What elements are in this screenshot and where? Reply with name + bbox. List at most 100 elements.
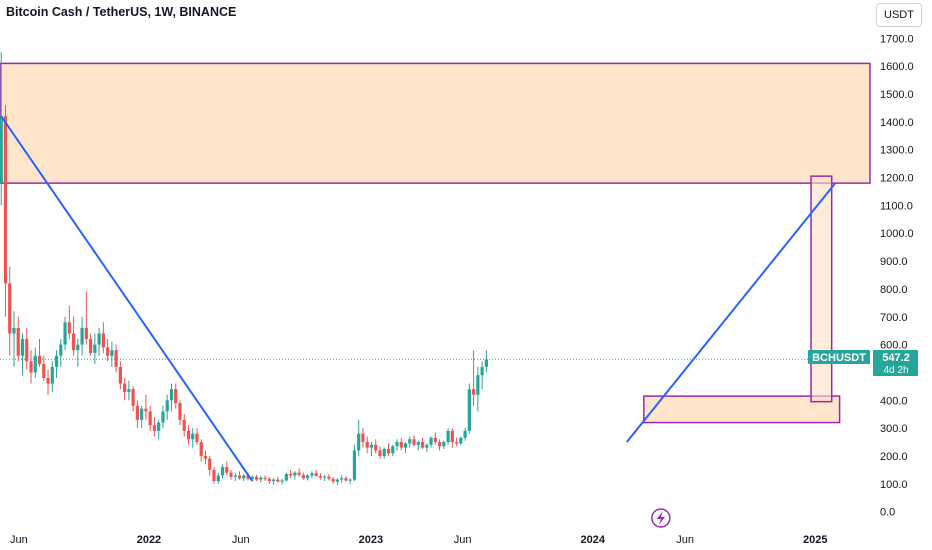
candle [323,474,327,482]
y-tick-label: 1000.0 [880,228,914,240]
candle [12,311,16,367]
candle [412,435,416,447]
candle [161,405,165,429]
candle [310,471,314,479]
x-tick-label: 2024 [581,534,606,546]
y-tick-label: 800.0 [880,284,908,296]
candle [0,52,3,206]
candle [110,341,114,367]
price-tag [873,350,918,376]
candle [301,472,305,480]
candle [165,394,169,420]
candle [357,419,361,456]
candle [169,383,174,412]
candle [80,316,84,356]
candle [429,436,433,448]
candle [59,339,63,367]
candle [63,316,67,351]
candle [42,355,46,381]
y-tick-label: 200.0 [880,451,908,463]
candle [369,442,374,456]
candle [123,378,127,401]
candle [186,425,191,445]
candle [71,316,76,356]
candle [386,443,391,456]
candle [280,478,284,485]
candle [437,439,442,451]
supply-zone-1 [643,395,841,424]
y-tick-label: 0.0 [880,507,895,519]
candle [29,350,33,384]
y-tick-label: 700.0 [880,312,908,324]
y-tick-label: 1600.0 [880,61,914,73]
candle [335,478,340,486]
candle [267,476,271,484]
zones-layer [0,62,871,424]
candles-layer [0,52,488,486]
y-tick-label: 900.0 [880,256,908,268]
candle [131,386,135,412]
candle [97,327,101,356]
y-tick-label: 100.0 [880,479,908,491]
candle [3,105,8,317]
candle [271,478,276,485]
chart-title: Bitcoin Cash / TetherUS, 1W, BINANCE [6,5,237,19]
candle [318,473,322,480]
candle [20,333,25,376]
candle [408,436,412,448]
y-tick-label: 300.0 [880,423,908,435]
candle [254,474,259,482]
projection-box [810,175,833,403]
candle [174,383,178,409]
candle [127,380,131,401]
candle [106,339,110,362]
candle [178,400,182,426]
candle [403,442,408,454]
candle [199,439,203,462]
candle [420,437,425,450]
candle [289,469,293,479]
candle [446,428,450,445]
candle [425,443,429,452]
candle [365,436,369,454]
candle [374,439,378,454]
trendline-1 [626,182,837,443]
candle [216,472,220,484]
lightning-event-icon[interactable] [651,508,671,528]
candle [118,361,122,390]
x-tick-label: Jun [232,534,250,546]
candle [93,333,97,365]
x-tick-label: Jun [454,534,472,546]
x-axis[interactable]: Jun 2022 Jun 2023 Jun 2024 Jun 2025 [10,534,828,546]
candle [382,447,386,459]
price-text: 547.2 [882,352,910,364]
candle [450,428,454,448]
candle [88,333,93,356]
candle [37,339,42,367]
candle [306,474,310,481]
supply-zone-0 [0,62,871,184]
candle [459,436,463,445]
candle [191,428,195,448]
candle [416,440,420,451]
candle [54,350,59,379]
candle [348,478,352,484]
x-tick-label: 2022 [137,534,161,546]
x-tick-label: Jun [676,534,694,546]
y-axis[interactable]: 1700.0 1600.0 1500.0 1400.0 1300.0 1200.0 1100… [880,33,914,518]
y-tick-label: 600.0 [880,340,908,352]
candle [340,475,344,483]
candle [101,322,105,353]
y-tick-label: 1200.0 [880,173,914,185]
candle [331,476,335,484]
y-tick-label: 1100.0 [880,200,913,212]
candle [225,461,229,476]
candle [237,471,242,480]
candle [314,469,318,477]
currency-button[interactable]: USDT [876,3,922,27]
candle [480,361,484,390]
x-tick-label: 2025 [803,534,827,546]
trendline-0 [0,115,254,482]
candle [472,350,476,406]
